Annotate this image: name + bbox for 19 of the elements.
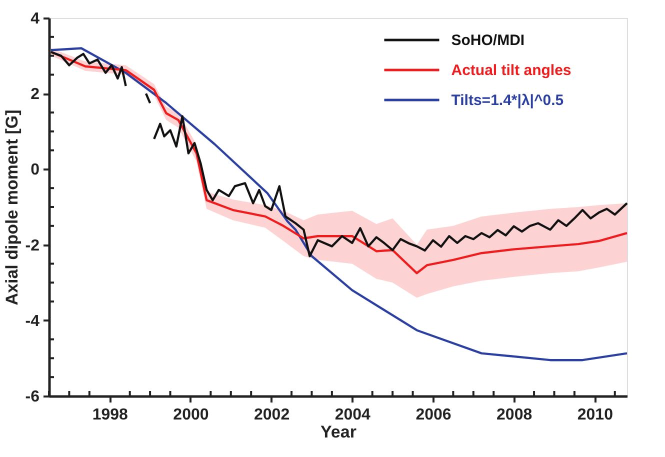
y-axis-title: Axial dipole moment [G] xyxy=(2,110,22,306)
x-tick-label: 1998 xyxy=(92,406,128,424)
y-tick-label: -2 xyxy=(25,237,40,254)
x-tick-label: 2000 xyxy=(173,406,209,424)
legend-label: Actual tilt angles xyxy=(451,62,572,79)
x-tick-label: 2002 xyxy=(254,406,290,424)
y-tick-label: 0 xyxy=(30,162,40,179)
legend-label: SoHO/MDI xyxy=(451,32,525,49)
x-tick-label: 2006 xyxy=(416,406,452,424)
y-tick-label: 4 xyxy=(30,10,40,28)
legend-label: Tilts=1.4*|λ|^0.5 xyxy=(451,92,564,109)
x-axis-title: Year xyxy=(320,422,357,442)
line-series xyxy=(50,47,628,362)
y-tick-label: 2 xyxy=(30,86,40,104)
x-tick-label: 2004 xyxy=(334,406,371,424)
x-tick-label: 2008 xyxy=(496,406,532,424)
y-tick-label: -4 xyxy=(25,312,40,330)
y-tick-label: -6 xyxy=(25,388,40,406)
x-tick-label: 2010 xyxy=(577,406,614,424)
